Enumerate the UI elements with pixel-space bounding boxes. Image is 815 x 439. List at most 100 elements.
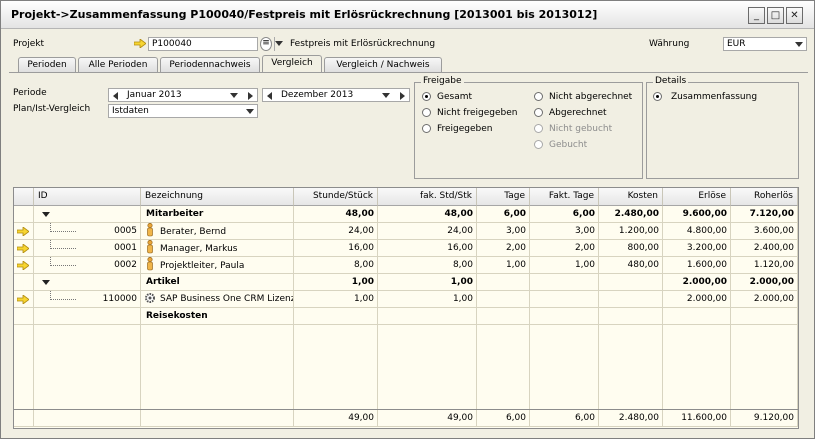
table-cell: [378, 308, 477, 325]
periode-from-value: Januar 2013: [127, 90, 182, 100]
periode-from-select[interactable]: Januar 2013: [108, 88, 258, 102]
table-cell: 1,00: [530, 257, 599, 274]
row-indicator[interactable]: [14, 223, 34, 240]
table-cell: 2.480,00: [599, 206, 663, 223]
tree-connector: [50, 291, 51, 300]
column-header[interactable]: Stunde/Stück: [294, 188, 378, 206]
radio-freigegeben[interactable]: [422, 124, 431, 133]
column-header[interactable]: Tage: [477, 188, 530, 206]
comparison-grid: ID Bezeichnung Stunde/Stück fak. Std/Stk Tag…: [13, 187, 799, 429]
radio-nicht-freigegeben[interactable]: [422, 108, 431, 117]
tab-vergleich-nachweis[interactable]: Vergleich / Nachweis: [324, 57, 442, 72]
link-arrow-icon[interactable]: [17, 227, 29, 236]
column-header[interactable]: Kosten: [599, 188, 663, 206]
link-arrow-icon[interactable]: [17, 261, 29, 270]
table-row-label: Projektleiter, Paula: [160, 261, 245, 271]
tree-connector: [50, 223, 51, 232]
table-row-label: Berater, Bernd: [160, 227, 227, 237]
radio-gesamt[interactable]: [422, 92, 431, 101]
radio-abgerechnet[interactable]: [534, 108, 543, 117]
table-row-name: Berater, Bernd: [141, 223, 294, 240]
radio-nicht-abgerechnet[interactable]: [534, 92, 543, 101]
tab-vergleich[interactable]: Vergleich: [262, 55, 322, 72]
table-cell: [599, 308, 663, 325]
table-row-label: SAP Business One CRM Lizenz: [160, 294, 294, 304]
table-cell: 2.000,00: [663, 291, 731, 308]
radio-zusammenfassung[interactable]: [653, 92, 662, 101]
table-cell: 3.200,00: [663, 240, 731, 257]
column-header[interactable]: Erlöse: [663, 188, 731, 206]
row-indicator[interactable]: [14, 257, 34, 274]
table-row-name: Manager, Markus: [141, 240, 294, 257]
maximize-button[interactable]: □: [767, 7, 784, 24]
table-cell: [294, 308, 378, 325]
projekt-value: P100040: [152, 39, 192, 49]
list-icon[interactable]: ≡: [260, 37, 272, 51]
tab-divider: [9, 72, 808, 73]
column-header[interactable]: fak. Std/Stk: [378, 188, 477, 206]
row-indicator[interactable]: [14, 240, 34, 257]
row-indicator[interactable]: [14, 274, 34, 291]
chevron-down-icon[interactable]: [382, 93, 390, 98]
next-period-icon[interactable]: [400, 92, 405, 100]
prev-period-icon[interactable]: [113, 92, 118, 100]
totals-cell: 6,00: [530, 410, 599, 427]
grid-line: [33, 325, 34, 410]
row-indicator[interactable]: [14, 291, 34, 308]
tab-periodennachweis[interactable]: Periodennachweis: [160, 57, 260, 72]
table-cell: 7.120,00: [731, 206, 798, 223]
grid-line: [140, 325, 141, 410]
projekt-dropdown-icon[interactable]: [274, 37, 284, 51]
tree-connector: [50, 248, 76, 249]
waehrung-value: EUR: [727, 39, 746, 49]
prev-period-icon[interactable]: [267, 92, 272, 100]
table-cell: 1.200,00: [599, 223, 663, 240]
link-arrow-icon[interactable]: [17, 295, 29, 304]
periode-to-select[interactable]: Dezember 2013: [262, 88, 410, 102]
column-header[interactable]: ID: [34, 188, 141, 206]
tab-alle-perioden[interactable]: Alle Perioden: [78, 57, 158, 72]
table-cell: 2,00: [477, 240, 530, 257]
table-row-id: 0002: [34, 257, 141, 274]
radio-nicht-gebucht-label: Nicht gebucht: [549, 124, 613, 134]
table-cell: 3,00: [477, 223, 530, 240]
column-header[interactable]: Roherlös: [731, 188, 798, 206]
radio-nicht-gebucht: [534, 124, 543, 133]
tree-connector: [50, 257, 51, 266]
planist-select[interactable]: Istdaten: [108, 104, 258, 118]
table-cell: 3,00: [530, 223, 599, 240]
table-cell: 16,00: [378, 240, 477, 257]
column-header[interactable]: Bezeichnung: [141, 188, 294, 206]
waehrung-label: Währung: [649, 39, 690, 49]
close-button[interactable]: ✕: [786, 7, 803, 24]
radio-freigegeben-label: Freigegeben: [437, 124, 493, 134]
collapse-triangle-icon[interactable]: [42, 212, 50, 217]
grid-line: [797, 325, 798, 410]
column-header[interactable]: Fakt. Tage: [530, 188, 599, 206]
table-cell: 2.000,00: [731, 291, 798, 308]
chevron-down-icon[interactable]: [230, 93, 238, 98]
projekt-description: Festpreis mit Erlösrückrechnung: [290, 39, 436, 49]
minimize-button[interactable]: _: [748, 7, 765, 24]
link-arrow-icon[interactable]: [134, 39, 146, 48]
radio-gebucht-label: Gebucht: [549, 140, 588, 150]
tab-perioden[interactable]: Perioden: [18, 57, 76, 72]
radio-abgerechnet-label: Abgerechnet: [549, 108, 607, 118]
projekt-input[interactable]: P100040: [148, 37, 258, 51]
next-period-icon[interactable]: [248, 92, 253, 100]
table-cell: 1.120,00: [731, 257, 798, 274]
waehrung-select[interactable]: EUR: [723, 37, 807, 51]
collapse-triangle-icon[interactable]: [42, 280, 50, 285]
table-cell: 3.600,00: [731, 223, 798, 240]
grid-line: [293, 325, 294, 410]
link-arrow-icon[interactable]: [17, 244, 29, 253]
table-row-id: 0001: [34, 240, 141, 257]
row-indicator-header: [14, 188, 34, 206]
row-indicator[interactable]: [14, 308, 34, 325]
grid-line: [529, 325, 530, 410]
row-indicator[interactable]: [14, 206, 34, 223]
title-bar: Projekt->Zusammenfassung P100040/Festpre…: [1, 1, 814, 29]
radio-zusammenfassung-label: Zusammenfassung: [671, 92, 758, 102]
table-row-id: [34, 274, 141, 291]
